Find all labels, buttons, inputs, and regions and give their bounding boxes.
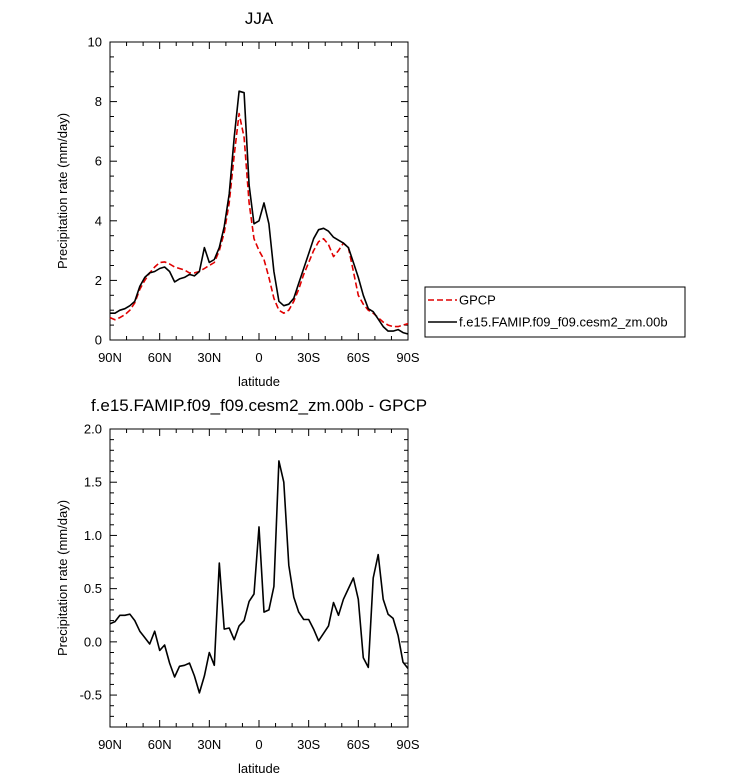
series-line-0 <box>109 112 409 328</box>
y-tick-label: 0.5 <box>84 581 102 596</box>
x-tick-label: 90S <box>396 350 419 365</box>
x-tick-label: 30S <box>297 737 320 752</box>
y-axis-label: Precipitation rate (mm/day) <box>55 113 70 269</box>
y-tick-label: 0.0 <box>84 634 102 649</box>
y-axis-label: Precipitation rate (mm/day) <box>55 500 70 656</box>
x-tick-label: 30N <box>197 737 221 752</box>
legend-label: GPCP <box>459 293 496 308</box>
plot-frame <box>109 428 409 728</box>
y-tick-label: 6 <box>95 154 102 169</box>
x-tick-label: 60N <box>148 737 172 752</box>
y-tick-label: 2.0 <box>84 422 102 437</box>
y-tick-label: 10 <box>88 35 102 50</box>
x-axis-label: latitude <box>238 374 280 389</box>
x-tick-label: 90S <box>396 737 419 752</box>
x-tick-label: 60S <box>347 350 370 365</box>
y-tick-label: 4 <box>95 213 102 228</box>
chart-title: JJA <box>245 9 274 28</box>
x-tick-label: 60S <box>347 737 370 752</box>
x-tick-label: 90N <box>98 737 122 752</box>
x-tick-label: 60N <box>148 350 172 365</box>
x-tick-label: 30N <box>197 350 221 365</box>
legend-box <box>424 286 686 338</box>
x-tick-label: 0 <box>255 350 262 365</box>
series-line-0 <box>109 460 409 694</box>
y-tick-label: -0.5 <box>80 688 102 703</box>
chart-title: f.e15.FAMIP.f09_f09.cesm2_zm.00b - GPCP <box>91 396 427 415</box>
x-tick-label: 90N <box>98 350 122 365</box>
y-tick-label: 2 <box>95 273 102 288</box>
y-tick-label: 0 <box>95 333 102 348</box>
y-tick-label: 1.0 <box>84 528 102 543</box>
legend-label: f.e15.FAMIP.f09_f09.cesm2_zm.00b <box>459 315 668 330</box>
y-tick-label: 1.5 <box>84 475 102 490</box>
top-panel: JJA 90N 60N 30N 0 30S 60S 90S 0 2 4 6 8 10 latitude Pre… <box>55 9 686 389</box>
bottom-panel: f.e15.FAMIP.f09_f09.cesm2_zm.00b - GPCP 9… <box>55 396 427 776</box>
series-line-1 <box>110 90 409 335</box>
x-tick-label: 30S <box>297 350 320 365</box>
x-tick-label: 0 <box>255 737 262 752</box>
y-tick-label: 8 <box>95 94 102 109</box>
x-axis-label: latitude <box>238 761 280 776</box>
